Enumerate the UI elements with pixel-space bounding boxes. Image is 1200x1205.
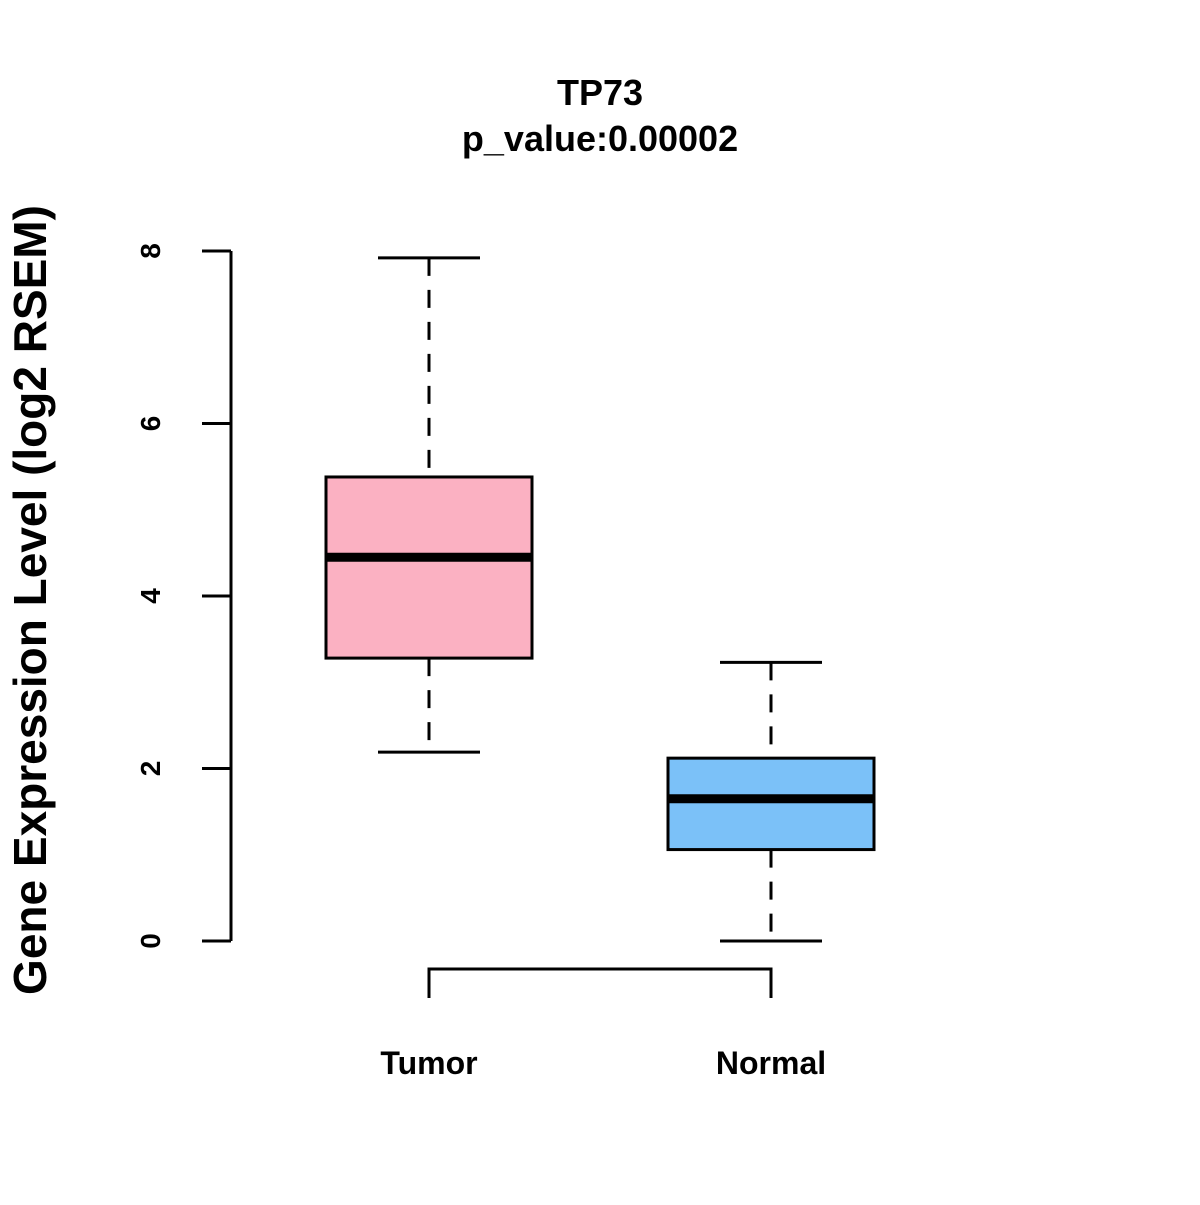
y-tick-label-0: 0 [135,933,166,949]
y-tick-label-4: 4 [135,588,166,604]
significance-bracket [427,967,773,998]
chart-subtitle: p_value:0.00002 [462,118,738,159]
y-tick-label-6: 6 [135,416,166,432]
normal-box [666,756,876,852]
y-tick-label-8: 8 [135,243,166,259]
x-category-label-normal: Normal [716,1045,826,1081]
plot-layer: 0 2 4 6 8 Tumor Normal [135,243,876,1081]
tumor-box [324,475,534,660]
chart-title: TP73 [557,72,643,113]
x-category-label-tumor: Tumor [380,1045,477,1081]
y-tick-label-2: 2 [135,761,166,777]
y-axis-label: Gene Expression Level (log2 RSEM) [4,205,56,995]
